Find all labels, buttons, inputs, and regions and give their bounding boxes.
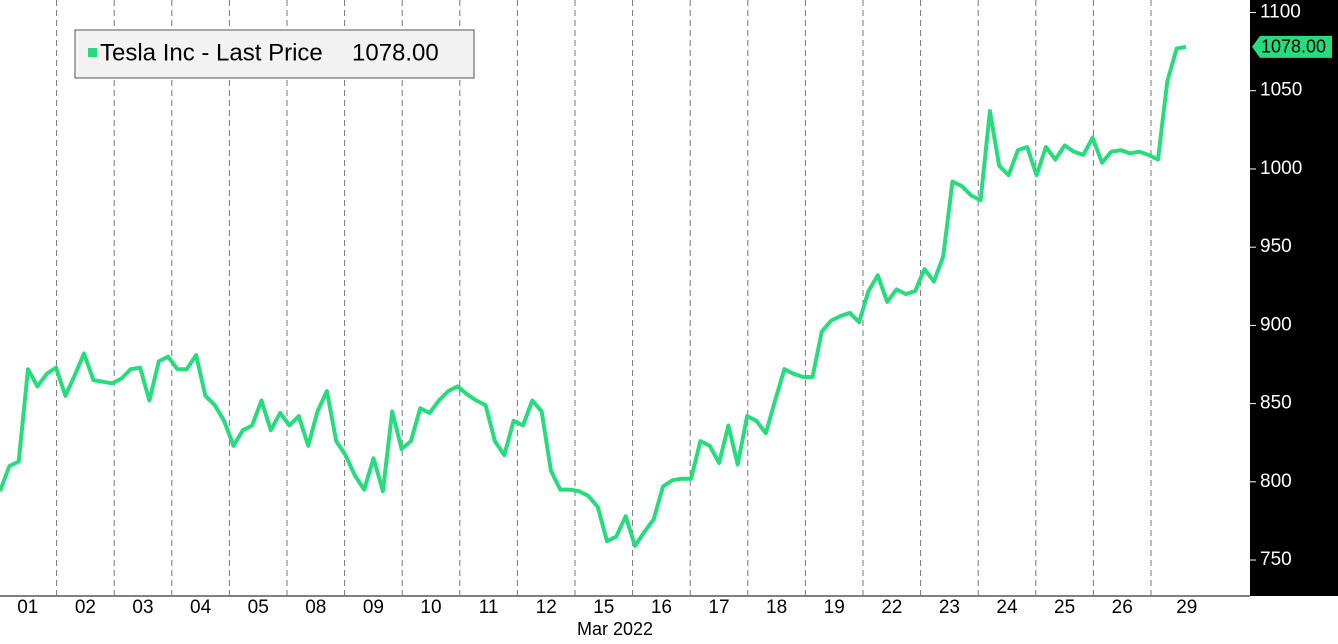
y-tick-label: 800 bbox=[1260, 471, 1292, 492]
y-tick-label: 900 bbox=[1260, 314, 1292, 335]
x-tick-label: 05 bbox=[248, 597, 269, 618]
x-tick-label: 10 bbox=[420, 597, 441, 618]
y-tick-label: 750 bbox=[1260, 549, 1292, 570]
x-tick-label: 24 bbox=[996, 597, 1018, 618]
x-tick-label: 01 bbox=[17, 597, 38, 618]
x-tick-label: 09 bbox=[363, 597, 384, 618]
x-tick-label: 15 bbox=[593, 597, 614, 618]
x-tick-label: 12 bbox=[536, 597, 557, 618]
legend-label: Tesla Inc - Last Price bbox=[100, 39, 323, 66]
y-tick-label: 950 bbox=[1260, 236, 1292, 257]
legend bbox=[74, 29, 475, 79]
y-tick-label: 850 bbox=[1260, 393, 1292, 414]
x-tick-label: 03 bbox=[132, 597, 153, 618]
x-tick-label: 02 bbox=[75, 597, 96, 618]
x-tick-label: 22 bbox=[881, 597, 902, 618]
x-tick-label: 19 bbox=[824, 597, 845, 618]
y-tick-label: 1050 bbox=[1260, 80, 1302, 101]
last-price-label: 1078.00 bbox=[1261, 37, 1326, 57]
y-axis-panel bbox=[1250, 0, 1338, 596]
x-tick-label: 08 bbox=[305, 597, 326, 618]
x-tick-label: 17 bbox=[708, 597, 729, 618]
plot bbox=[0, 0, 1187, 596]
y-tick-label: 1100 bbox=[1260, 2, 1301, 23]
price-line bbox=[0, 44, 1187, 548]
x-tick-label: 26 bbox=[1112, 597, 1133, 618]
x-tick-label: 04 bbox=[190, 597, 212, 618]
x-tick-label: 18 bbox=[766, 597, 787, 618]
last-price-badge bbox=[1252, 35, 1332, 58]
x-tick-label: 11 bbox=[479, 597, 499, 618]
legend-swatch bbox=[88, 48, 97, 57]
x-tick-label: 29 bbox=[1176, 597, 1197, 618]
x-tick-label: 23 bbox=[939, 597, 960, 618]
legend-value: 1078.00 bbox=[352, 39, 439, 66]
x-sublabel: Mar 2022 bbox=[577, 619, 653, 639]
x-tick-label: 16 bbox=[651, 597, 672, 618]
y-tick-label: 1000 bbox=[1260, 158, 1302, 179]
x-tick-label: 25 bbox=[1054, 597, 1075, 618]
